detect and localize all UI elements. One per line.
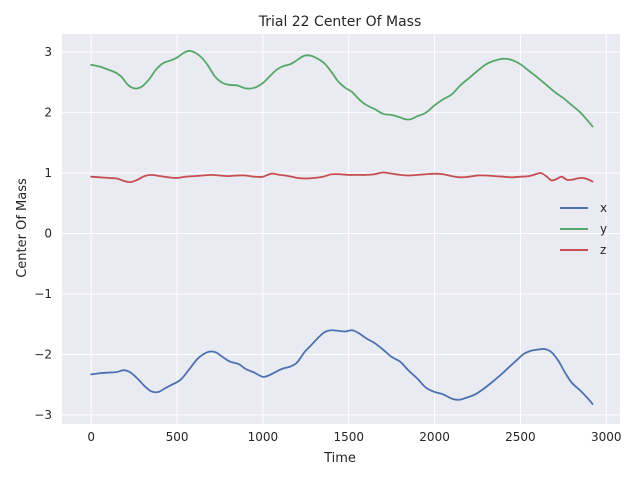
legend-label-y: y — [600, 222, 607, 236]
y-axis-ticks: −3 −2 −1 0 1 2 3 — [34, 45, 52, 422]
x-tick-label: 2000 — [419, 430, 450, 444]
y-tick-label: 3 — [44, 45, 52, 59]
x-axis-ticks: 0 500 1000 1500 2000 2500 3000 — [87, 430, 621, 444]
x-tick-label: 2500 — [505, 430, 536, 444]
chart-title: Trial 22 Center Of Mass — [258, 14, 422, 30]
y-tick-label: −2 — [34, 347, 52, 361]
x-tick-label: 1500 — [333, 430, 364, 444]
y-tick-label: 0 — [44, 227, 52, 241]
x-tick-label: 3000 — [591, 430, 622, 444]
y-tick-label: 1 — [44, 166, 52, 180]
y-axis-label: Center Of Mass — [15, 178, 30, 278]
series-line-y — [90, 50, 594, 128]
series-line-x — [90, 329, 594, 405]
legend: xyz — [560, 201, 607, 257]
x-tick-label: 500 — [166, 430, 189, 444]
plot-area — [62, 34, 620, 424]
x-tick-label: 0 — [87, 430, 95, 444]
legend-label-x: x — [600, 201, 607, 215]
y-tick-label: 2 — [44, 106, 52, 120]
legend-label-z: z — [600, 243, 606, 257]
x-axis-label: Time — [323, 451, 356, 466]
y-tick-label: −3 — [34, 408, 52, 422]
x-tick-label: 1000 — [248, 430, 279, 444]
series-line-z — [90, 171, 594, 184]
y-tick-label: −1 — [34, 287, 52, 301]
grid-lines — [62, 34, 620, 424]
series-lines — [90, 50, 594, 405]
